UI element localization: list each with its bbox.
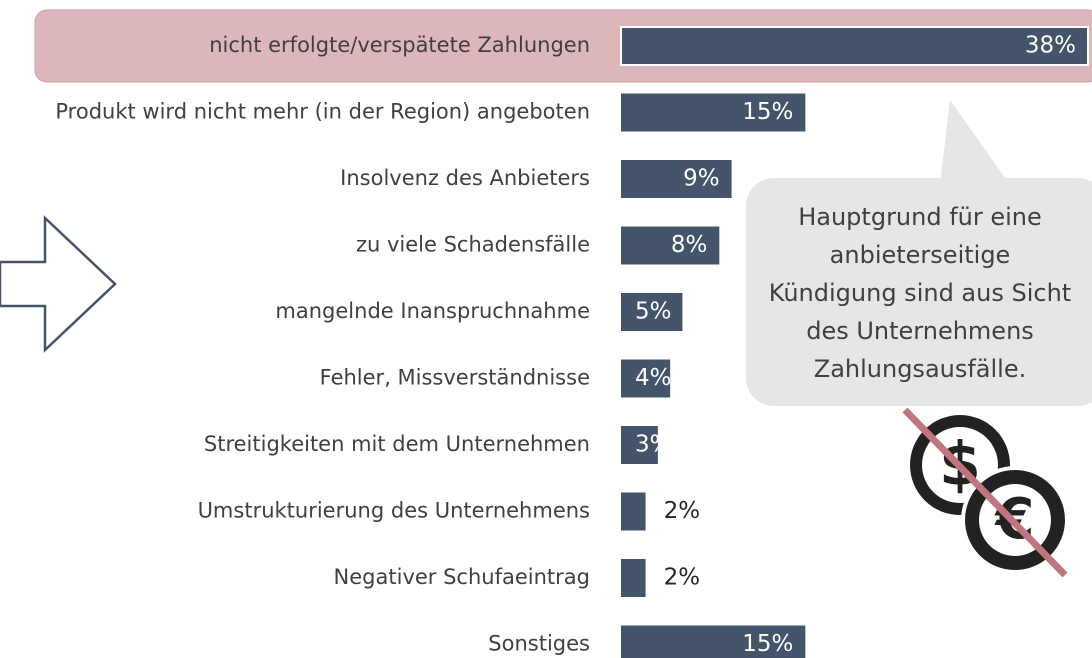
category-label: Sonstiges xyxy=(488,632,590,656)
category-label: nicht erfolgte/verspätete Zahlungen xyxy=(209,33,590,57)
bar xyxy=(621,160,732,198)
value-label: 8% xyxy=(671,232,708,258)
bar xyxy=(621,559,646,597)
bar xyxy=(621,426,658,464)
category-label: Streitigkeiten mit dem Unternehmen xyxy=(204,432,590,456)
value-label: 38% xyxy=(1025,33,1076,59)
category-label: Negativer Schufaeintrag xyxy=(334,565,590,589)
value-label: 9% xyxy=(683,166,720,192)
bar xyxy=(621,625,806,658)
bar xyxy=(620,26,1089,66)
callout-line: des Unternehmens xyxy=(806,317,1034,345)
value-label: 15% xyxy=(742,631,793,657)
category-label: Fehler, Missverständnisse xyxy=(320,366,590,390)
value-label: 4% xyxy=(635,365,672,391)
category-label: mangelnde Inanspruchnahme xyxy=(275,299,590,323)
category-label: Insolvenz des Anbieters xyxy=(340,166,590,190)
callout-line: anbieterseitige xyxy=(830,241,1011,269)
callout-line: Kündigung sind aus Sicht xyxy=(769,279,1071,307)
bar xyxy=(621,226,720,265)
callout xyxy=(746,178,1092,406)
callout-pointer xyxy=(940,100,1010,185)
arrow xyxy=(0,215,117,353)
value-label: 2% xyxy=(664,498,701,524)
callout-line: Zahlungsausfälle. xyxy=(814,355,1027,383)
value-label: 15% xyxy=(742,99,793,125)
bar xyxy=(621,359,671,398)
callout-text: Hauptgrund für eine anbieterseitige Kündig… xyxy=(769,203,1071,383)
category-label: Umstrukturierung des Unternehmens xyxy=(198,499,590,523)
coin-icon: $ € xyxy=(902,407,1069,578)
callout-line: Hauptgrund für eine xyxy=(798,203,1042,231)
strike-line xyxy=(902,407,1068,578)
bar xyxy=(621,93,806,132)
bar xyxy=(621,492,646,531)
value-label: 2% xyxy=(664,565,701,591)
value-label: 3% xyxy=(635,432,672,458)
value-label: 5% xyxy=(635,299,672,325)
bar xyxy=(621,293,683,331)
category-label: zu viele Schadensfälle xyxy=(356,233,590,257)
category-label: Produkt wird nicht mehr (in der Region) … xyxy=(55,100,590,124)
